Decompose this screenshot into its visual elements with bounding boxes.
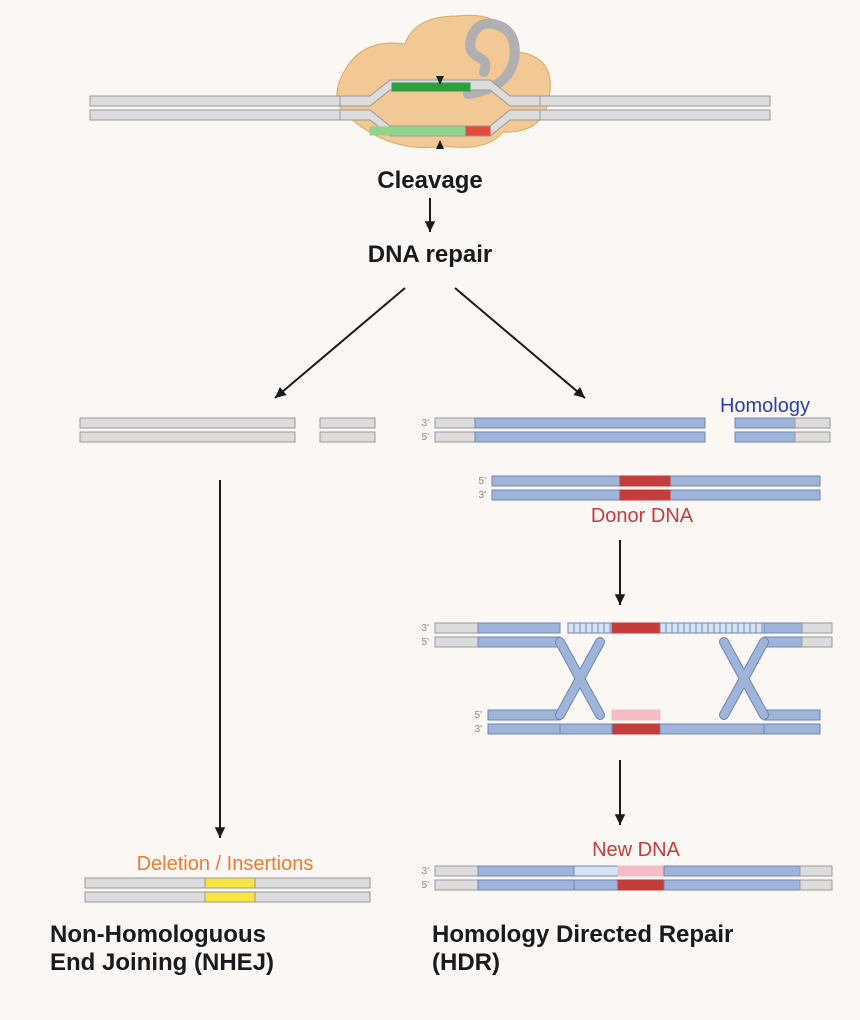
arrow-cleavage-repair: [425, 198, 435, 232]
hdr-branch: [435, 418, 832, 890]
prime-label: 5': [479, 476, 487, 487]
prime-label: 5': [422, 880, 430, 891]
arrow-split-right: [455, 288, 585, 398]
hdr-title-line1: Homology Directed Repair: [432, 921, 733, 948]
prime-label: 5': [475, 710, 483, 721]
prime-label: 3': [479, 490, 487, 501]
arrow-hdr-1: [615, 540, 625, 605]
nhej-title-line2: End Joining (NHEJ): [50, 949, 274, 976]
nhej-branch: [80, 418, 375, 902]
cas-cleavage-complex: [90, 15, 770, 149]
prime-label: 3': [422, 418, 430, 429]
cleavage-label: Cleavage: [377, 167, 482, 194]
deletion-insertion-label: Deletion / Insertions: [137, 853, 314, 875]
homology-label: Homology: [720, 395, 810, 417]
prime-label: 5': [422, 637, 430, 648]
prime-label: 3': [475, 724, 483, 735]
new-dna-label: New DNA: [592, 839, 680, 861]
arrow-split-left: [275, 288, 405, 398]
hdr-title-line2: (HDR): [432, 949, 500, 976]
nhej-title-line1: Non-Homologuous: [50, 921, 266, 948]
prime-label: 3': [422, 623, 430, 634]
prime-label: 3': [422, 866, 430, 877]
donor-dna-label: Donor DNA: [591, 505, 694, 527]
arrow-hdr-2: [615, 760, 625, 825]
prime-label: 5': [422, 432, 430, 443]
arrow-nhej: [215, 480, 225, 838]
dna-repair-label: DNA repair: [368, 241, 492, 268]
